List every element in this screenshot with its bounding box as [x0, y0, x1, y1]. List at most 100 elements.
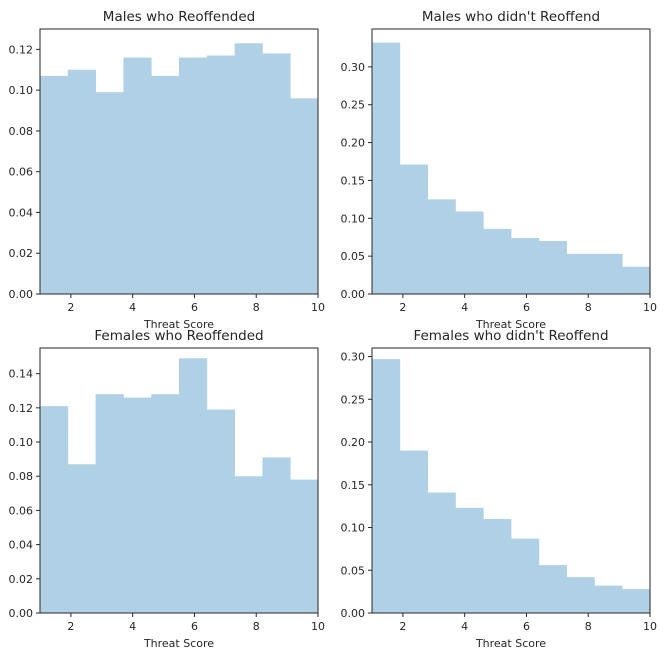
chart-panel-2: Males who didn't Reoffend 0.00 0.05 0.10 0.1… — [341, 9, 658, 331]
bar — [206, 55, 235, 294]
bar — [455, 211, 484, 294]
y-tick-label: 0.08 — [9, 470, 34, 483]
bar — [67, 69, 96, 295]
x-tick-label: 2 — [399, 301, 406, 314]
x-tick-label: 4 — [129, 620, 136, 633]
chart-title: Females who didn't Reoffend — [413, 328, 608, 344]
x-tick-label: 10 — [311, 620, 325, 633]
bar — [538, 565, 567, 613]
y-tick-label: 0.20 — [341, 137, 366, 150]
bar — [511, 237, 540, 294]
bar — [290, 98, 319, 294]
bar — [262, 457, 291, 613]
x-tick-label: 6 — [523, 620, 530, 633]
x-tick-label: 8 — [585, 620, 592, 633]
bar — [151, 394, 180, 613]
axes-frame — [371, 347, 651, 614]
bar — [179, 358, 208, 613]
y-tick-label: 0.00 — [341, 288, 366, 301]
y-tick-label: 0.30 — [341, 61, 366, 74]
x-tick-label: 8 — [253, 301, 260, 314]
y-tick-label: 0.10 — [9, 84, 34, 97]
x-axis-label: Threat Score — [143, 637, 214, 650]
x-tick-label: 4 — [461, 301, 468, 314]
bar — [622, 589, 651, 613]
axes-frame — [39, 28, 319, 295]
chart-title: Males who didn't Reoffend — [422, 9, 600, 25]
y-tick-label: 0.00 — [9, 288, 34, 301]
y-tick-label: 0.15 — [341, 174, 366, 187]
x-tick-label: 6 — [191, 301, 198, 314]
y-tick-label: 0.10 — [341, 522, 366, 535]
y-tick-label: 0.10 — [9, 436, 34, 449]
y-tick-label: 0.02 — [9, 573, 34, 586]
bar — [538, 241, 567, 294]
bar — [427, 492, 456, 613]
chart-panel-3: Females who Reoffended 0.00 0.02 0.04 0.06 0.… — [9, 328, 326, 650]
y-tick-label: 0.14 — [9, 368, 34, 381]
bar — [372, 42, 401, 294]
bar — [206, 409, 235, 613]
y-tick-label: 0.06 — [9, 166, 34, 179]
bar — [483, 228, 512, 294]
bar — [427, 199, 456, 294]
chart-title: Females who Reoffended — [94, 328, 263, 344]
y-tick-label: 0.02 — [9, 247, 34, 260]
x-tick-label: 2 — [67, 620, 74, 633]
x-tick-label: 10 — [311, 301, 325, 314]
bar — [594, 585, 623, 613]
x-tick-label: 6 — [191, 620, 198, 633]
y-tick-label: 0.00 — [9, 607, 34, 620]
bar — [123, 397, 152, 613]
y-tick-label: 0.04 — [9, 539, 34, 552]
bar — [151, 75, 180, 294]
y-tick-label: 0.06 — [9, 504, 34, 517]
x-tick-label: 6 — [523, 301, 530, 314]
bar — [95, 92, 124, 294]
chart-panel-4: Females who didn't Reoffend 0.00 0.05 0.10 0… — [341, 328, 658, 650]
bar — [455, 507, 484, 613]
x-axis-label: Threat Score — [143, 318, 214, 331]
bar — [511, 538, 540, 613]
bar — [123, 57, 152, 295]
y-tick-label: 0.05 — [341, 564, 366, 577]
bar — [234, 476, 263, 613]
bar — [372, 359, 401, 613]
axes-frame — [39, 347, 319, 614]
bar — [483, 518, 512, 613]
y-tick-label: 0.30 — [341, 351, 366, 364]
y-tick-label: 0.08 — [9, 125, 34, 138]
x-axis-label: Threat Score — [475, 318, 546, 331]
x-tick-label: 2 — [399, 620, 406, 633]
bar — [40, 75, 69, 294]
x-tick-label: 10 — [643, 620, 657, 633]
x-tick-label: 8 — [253, 620, 260, 633]
y-tick-label: 0.25 — [341, 393, 366, 406]
x-tick-label: 8 — [585, 301, 592, 314]
bar — [179, 57, 208, 295]
bar — [290, 479, 319, 613]
bar — [40, 406, 69, 613]
x-tick-label: 4 — [129, 301, 136, 314]
bar — [399, 164, 428, 294]
y-tick-label: 0.15 — [341, 479, 366, 492]
y-tick-label: 0.25 — [341, 99, 366, 112]
y-tick-label: 0.00 — [341, 607, 366, 620]
x-axis-label: Threat Score — [475, 637, 546, 650]
y-tick-label: 0.12 — [9, 402, 34, 415]
bar — [566, 577, 595, 613]
y-tick-label: 0.20 — [341, 436, 366, 449]
bar — [622, 266, 651, 294]
bar — [67, 464, 96, 613]
bar — [399, 450, 428, 613]
bar — [594, 253, 623, 294]
bar — [95, 394, 124, 613]
bar — [262, 53, 291, 294]
chart-title: Males who Reoffended — [103, 9, 255, 25]
bar — [566, 253, 595, 294]
y-tick-label: 0.04 — [9, 206, 34, 219]
x-tick-label: 10 — [643, 301, 657, 314]
y-tick-label: 0.10 — [341, 212, 366, 225]
chart-panel-1: Males who Reoffended 0.00 0.02 0.04 0.06 0.08… — [9, 9, 326, 331]
x-tick-label: 4 — [461, 620, 468, 633]
